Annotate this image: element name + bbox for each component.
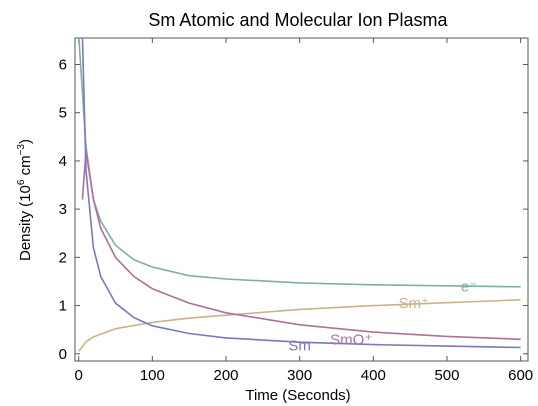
- y-tick-label: 3: [59, 201, 67, 218]
- series-label: e⁻: [461, 278, 477, 295]
- y-axis-label-end: ): [17, 139, 34, 144]
- ticks: 0 100 200 300 400 500 600 0 1 2 3 4 5 6: [59, 38, 533, 384]
- x-tick-label: 200: [213, 367, 238, 384]
- x-tick-label: 100: [140, 367, 165, 384]
- series-line-0: [78, 38, 521, 288]
- y-tick-label: 6: [59, 57, 67, 74]
- x-tick-label: 600: [508, 367, 533, 384]
- y-tick-label: 5: [59, 105, 67, 122]
- x-axis-label: Time (Seconds): [245, 387, 350, 404]
- series-line-3: [81, 38, 521, 349]
- plot-frame: [74, 37, 529, 362]
- x-tick-label: 400: [361, 367, 386, 384]
- y-axis-label-mid: cm: [17, 155, 34, 179]
- series-line-1: [78, 299, 521, 352]
- y-axis-label-exp2: −3: [16, 144, 27, 156]
- y-tick-label: 2: [59, 249, 67, 266]
- y-tick-label: 1: [59, 298, 67, 315]
- series-line-2: [81, 150, 521, 341]
- y-tick-label: 0: [59, 346, 67, 363]
- series-label: SmO⁺: [330, 331, 372, 348]
- y-axis-label-main: Density (10: [17, 185, 34, 261]
- x-tick-label: 300: [287, 367, 312, 384]
- x-tick-label: 500: [434, 367, 459, 384]
- y-axis-label-exp1: 6: [16, 179, 27, 185]
- series-labels: e⁻ Sm⁺ SmO⁺ Sm: [288, 278, 477, 354]
- x-tick-label: 0: [75, 367, 83, 384]
- y-axis-label: Density (106 cm−3): [16, 139, 34, 261]
- y-tick-label: 4: [59, 153, 67, 170]
- series-lines: [78, 38, 521, 352]
- series-label: Sm⁺: [399, 295, 429, 312]
- series-label: Sm: [288, 338, 311, 355]
- chart-title: Sm Atomic and Molecular Ion Plasma: [148, 10, 448, 30]
